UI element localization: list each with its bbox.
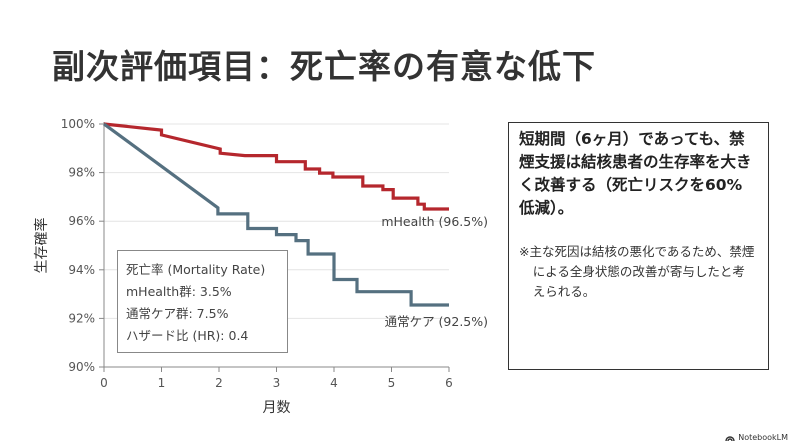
stats-title: 死亡率 (Mortality Rate)	[126, 262, 266, 277]
x-axis-title: 月数	[263, 400, 291, 416]
y-axis-title: 生存確率	[33, 218, 50, 274]
x-tick-label: 4	[330, 376, 338, 390]
y-tick-label: 96%	[68, 214, 95, 228]
brand-name: NotebookLM	[738, 433, 788, 442]
x-tick-label: 2	[215, 376, 223, 390]
series-line-usual-care	[103, 122, 449, 307]
stats-line-usual-care: 通常ケア群: 7.5%	[126, 306, 229, 321]
x-tick-label: 3	[273, 376, 281, 390]
stats-line-mhealth: mHealth群: 3.5%	[126, 284, 232, 299]
key-finding-callout: 短期間（6ヶ月）であっても、禁煙支援は結核患者の生存率を大きく改善する（死亡リス…	[508, 122, 769, 370]
y-tick-label: 92%	[68, 311, 95, 325]
y-tick-label: 90%	[68, 360, 95, 374]
y-tick-label: 98%	[68, 166, 95, 180]
x-tick-label: 1	[158, 376, 166, 390]
series-label-mhealth: mHealth (96.5%)	[381, 214, 488, 229]
y-tick-labels: 90% 92% 94% 96% 98% 100%	[61, 117, 95, 374]
x-tick-label: 6	[445, 376, 453, 390]
x-tick-label: 5	[388, 376, 396, 390]
y-tick-label: 94%	[68, 263, 95, 277]
series-lines	[103, 122, 449, 307]
callout-main-text: 短期間（6ヶ月）であっても、禁煙支援は結核患者の生存率を大きく改善する（死亡リス…	[519, 130, 752, 217]
y-tick-label: 100%	[61, 117, 95, 131]
mortality-stats-box: 死亡率 (Mortality Rate) mHealth群: 3.5% 通常ケア…	[117, 250, 288, 353]
axes	[99, 122, 450, 372]
x-tick-labels: 0 1 2 3 4 5 6	[100, 376, 453, 390]
series-label-usual-care: 通常ケア (92.5%)	[385, 314, 488, 329]
series-line-mhealth	[103, 122, 449, 211]
callout-note-text: ※主な死因は結核の悪化であるため、禁煙による全身状態の改善が寄与したと考えられる…	[519, 244, 755, 299]
stats-line-hazard-ratio: ハザード比 (HR): 0.4	[126, 328, 249, 343]
slide-title: 副次評価項目：死亡率の有意な低下	[52, 47, 596, 86]
x-tick-label: 0	[100, 376, 108, 390]
brand-watermark: NotebookLM	[725, 433, 788, 442]
notebooklm-logo-icon	[725, 435, 735, 441]
